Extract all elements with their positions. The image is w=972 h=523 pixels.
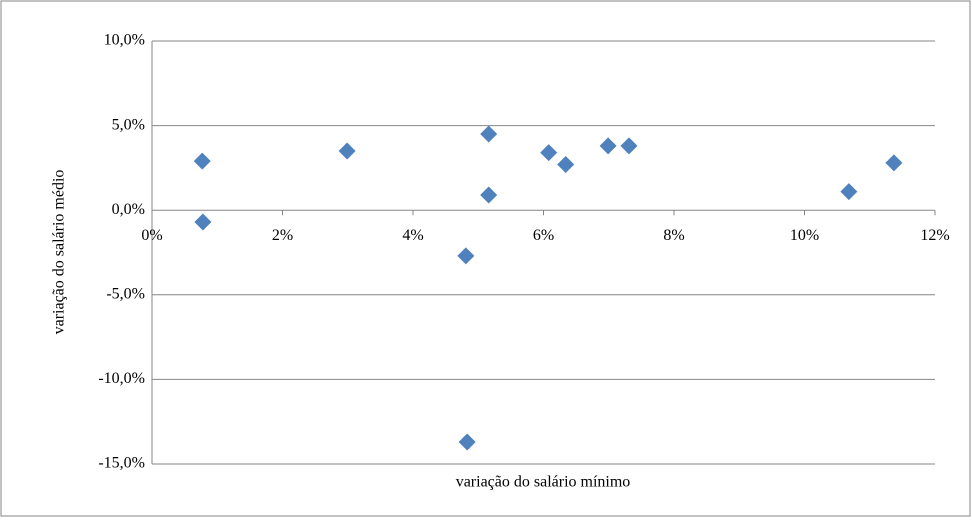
point [480,186,498,204]
x-tick-label: 4% [402,227,423,244]
y-axis-title: variação do salário médio [51,170,68,335]
point [458,433,476,451]
x-tick-label: 10% [790,227,819,244]
x-tick-label: 0% [141,227,162,244]
y-tick-label: -15,0% [98,455,145,472]
point [338,142,356,160]
point [885,154,903,172]
y-tick-label: 0,0% [112,201,145,218]
point [599,137,617,155]
x-tick-label: 2% [272,227,293,244]
point [193,152,211,170]
point [480,125,498,143]
y-tick-label: -10,0% [98,370,145,387]
x-tick-label: 6% [533,227,554,244]
point [457,247,475,265]
y-tick-label: 10,0% [104,32,145,49]
point [194,213,212,231]
y-tick-label: 5,0% [112,116,145,133]
point [540,144,558,162]
x-tick-label: 12% [920,227,949,244]
point [840,183,858,201]
y-tick-label: -5,0% [106,285,145,302]
point [620,137,638,155]
x-tick-label: 8% [663,227,684,244]
point [557,156,575,174]
x-axis-title: variação do salário mínimo [456,474,631,491]
